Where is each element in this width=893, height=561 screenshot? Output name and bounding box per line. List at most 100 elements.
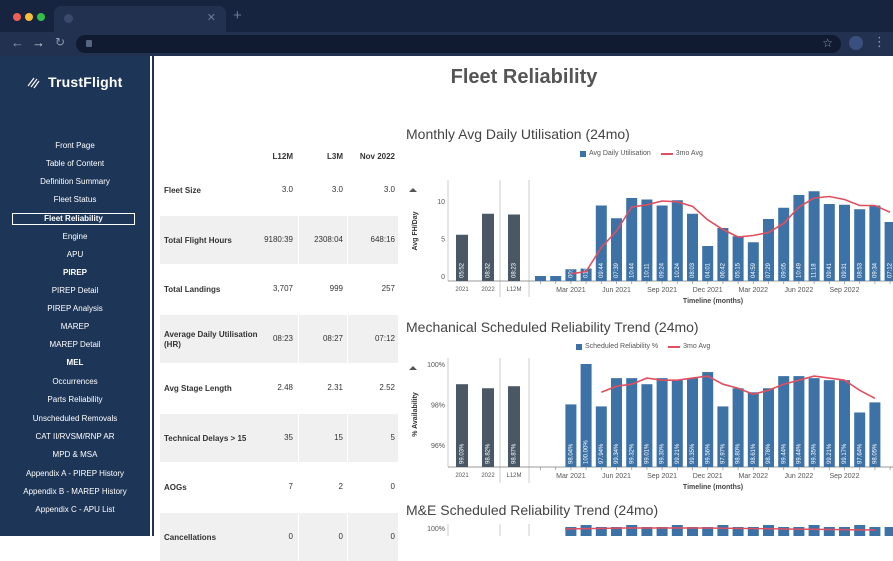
browser-menu-icon[interactable]: ⋮	[873, 34, 886, 49]
month-bar	[595, 205, 607, 281]
month-bar	[611, 378, 622, 467]
table-row: Avg Stage Length 2.48 2.31 2.52	[160, 364, 398, 412]
y-tick-label: 96%	[431, 443, 445, 450]
month-bar	[671, 200, 683, 281]
month-bar	[732, 236, 744, 281]
table-cell: 08:23	[272, 333, 293, 343]
month-bar	[611, 527, 622, 536]
summary-category-label: L12M	[506, 473, 521, 479]
table-cell: 15	[334, 432, 343, 442]
month-bar	[671, 525, 683, 536]
month-bar-label: 97.64%	[857, 443, 863, 464]
back-arrow-icon[interactable]: ←	[11, 35, 24, 50]
month-bar-label: 98.04%	[568, 443, 574, 464]
month-bar-label: 99.17%	[842, 443, 848, 464]
month-bar-label: 08:03	[690, 262, 696, 278]
sidebar-item-appendix-c-apu-list[interactable]: Appendix C - APU List	[35, 505, 115, 514]
column-header: L3M	[327, 152, 343, 161]
month-bar	[687, 378, 698, 467]
month-bar-label: 99.30%	[660, 443, 666, 464]
three-month-avg-line	[570, 195, 891, 275]
sidebar-item-fleet-reliability[interactable]: Fleet Reliability	[12, 213, 135, 225]
column-separator	[347, 413, 348, 462]
sidebar-item-pirep-analysis[interactable]: PIREP Analysis	[47, 304, 103, 313]
sidebar-item-parts-reliability[interactable]: Parts Reliability	[47, 395, 103, 404]
browser-chrome: ✕ + ← → ↻ ☆ ⋮	[0, 0, 893, 56]
sidebar-item-fleet-status[interactable]: Fleet Status	[53, 195, 97, 204]
column-separator	[298, 364, 299, 412]
table-cell: 2.52	[379, 383, 395, 392]
chart-title-me: M&E Scheduled Reliability Trend (24mo)	[406, 502, 659, 518]
logo-text: TrustFlight	[48, 74, 123, 90]
table-cell: 7	[288, 482, 293, 491]
maximize-window-button[interactable]	[37, 13, 45, 21]
sidebar-item-appendix-b-marep-history[interactable]: Appendix B - MAREP History	[23, 487, 127, 496]
reload-icon[interactable]: ↻	[55, 35, 66, 49]
summary-bar	[508, 214, 520, 281]
month-bar	[687, 527, 698, 536]
row-label: Avg Stage Length	[164, 384, 232, 393]
summary-bar-label: 98.87%	[512, 443, 518, 464]
minimize-window-button[interactable]	[25, 13, 33, 21]
sidebar-item-definition-summary[interactable]: Definition Summary	[40, 177, 110, 186]
month-bar	[732, 388, 744, 467]
table-cell: 9180:39	[264, 234, 293, 244]
sidebar-item-cat-ii-rvsm-rnp-ar[interactable]: CAT II/RVSM/RNP AR	[35, 432, 115, 441]
summary-bar-label: 98.82%	[486, 443, 492, 464]
x-tick-label: Jun 2021	[602, 287, 631, 294]
table-cell: 999	[329, 284, 343, 293]
browser-tab[interactable]: ✕	[54, 6, 226, 32]
legend-bar-label: Avg Daily Utilisation	[589, 150, 651, 157]
sidebar-item-appendix-a-pirep-history[interactable]: Appendix A - PIREP History	[25, 469, 125, 478]
x-tick-label: Jun 2021	[602, 473, 631, 480]
chart-title-mechanical: Mechanical Scheduled Reliability Trend (…	[406, 319, 699, 335]
x-tick-label: Dec 2021	[693, 473, 723, 480]
month-bar	[565, 527, 577, 536]
month-bar	[565, 269, 577, 281]
summary-category-label: L12M	[506, 287, 521, 293]
forward-arrow-icon[interactable]: →	[32, 35, 45, 50]
profile-avatar[interactable]	[849, 36, 863, 50]
sidebar-item-pirep-detail[interactable]: PIREP Detail	[51, 286, 99, 295]
sidebar-item-occurrences[interactable]: Occurrences	[52, 377, 98, 386]
month-bar-label: 99.01%	[644, 443, 650, 464]
trustflight-logo[interactable]: TrustFlight	[26, 72, 123, 92]
month-bar-label: 07:39	[614, 262, 620, 278]
month-bar	[702, 527, 714, 536]
month-bar-label: 07:12	[888, 262, 893, 278]
favicon-icon	[64, 14, 73, 23]
me-reliability-chart[interactable]: 100%	[405, 520, 893, 536]
sidebar-item-pirep[interactable]: PIREP	[62, 268, 87, 277]
sidebar-item-front-page[interactable]: Front Page	[55, 141, 95, 150]
column-separator	[298, 166, 299, 214]
y-tick-label: 100%	[427, 362, 445, 369]
new-tab-plus-icon[interactable]: +	[233, 7, 242, 24]
month-bar	[763, 388, 774, 467]
sidebar-item-engine[interactable]: Engine	[62, 232, 88, 241]
month-bar-label: 100.00%	[584, 440, 590, 464]
month-bar	[747, 527, 759, 536]
sidebar-item-unscheduled-removals[interactable]: Unscheduled Removals	[32, 414, 118, 423]
close-icon[interactable]: ✕	[206, 12, 216, 24]
tab-bar: ✕ +	[0, 0, 893, 32]
bookmark-star-icon[interactable]: ☆	[822, 36, 833, 50]
sidebar-item-mpd-msa[interactable]: MPD & MSA	[52, 450, 98, 459]
sidebar-item-mel[interactable]: MEL	[66, 358, 84, 367]
month-bar	[823, 527, 835, 536]
sidebar-item-table-of-content[interactable]: Table of Content	[45, 159, 105, 168]
address-bar[interactable]: ☆	[76, 35, 841, 53]
x-axis-label: Timeline (months)	[683, 484, 743, 491]
close-window-button[interactable]	[13, 13, 21, 21]
month-bar-label: 99.32%	[629, 443, 635, 464]
sidebar: TrustFlight Front Page Table of Content De…	[0, 56, 150, 536]
sidebar-item-apu[interactable]: APU	[66, 250, 84, 259]
mechanical-reliability-chart[interactable]: % Availability 96% 98% 100% 99.03% 2021 98.82%…	[405, 353, 893, 499]
sidebar-item-marep[interactable]: MAREP	[60, 322, 90, 331]
month-bar	[747, 242, 759, 281]
month-bar-label: 09:34	[872, 262, 878, 278]
utilisation-chart[interactable]: Avg FH/Day 0 5 10 05:52 2021 08:32 2022 08:23 L12…	[405, 160, 893, 318]
month-bar	[656, 378, 668, 467]
sidebar-item-marep-detail[interactable]: MAREP Detail	[49, 340, 101, 349]
month-bar-label: 99.34%	[614, 443, 620, 464]
month-bar	[626, 378, 638, 467]
